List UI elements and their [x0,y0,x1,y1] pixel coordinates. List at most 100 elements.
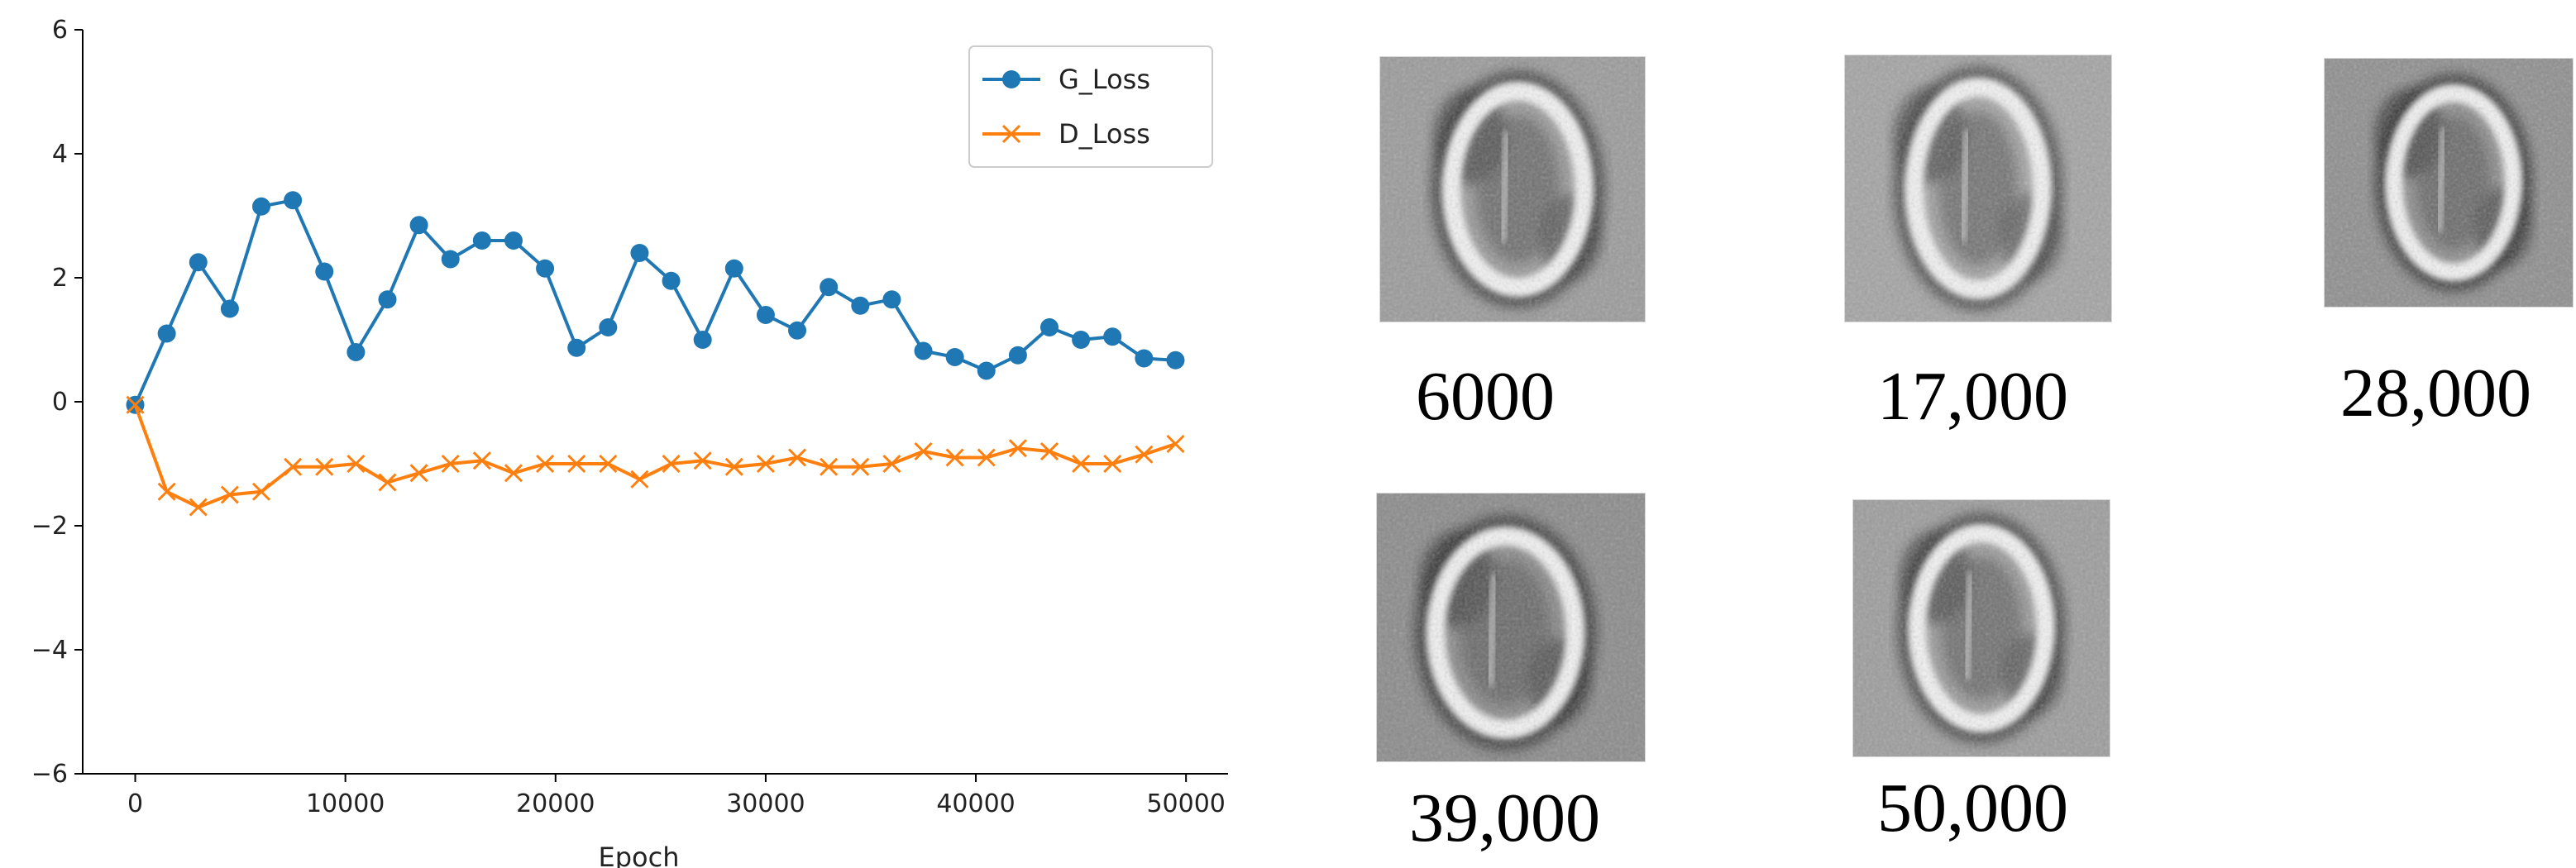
data-point [536,259,555,278]
data-point [662,454,681,474]
data-point [251,482,271,501]
data-point [914,341,933,360]
data-point [504,464,523,483]
sample-image-39000 [1376,493,1646,762]
data-point [788,321,807,340]
data-point [630,470,649,489]
data-point [851,457,870,476]
digit-zero-image [1377,494,1645,761]
data-point [126,395,145,414]
sample-caption-17000: 17,000 [1877,358,2068,435]
series-d-loss [126,395,1185,517]
data-point [1135,349,1154,368]
data-point [787,448,807,467]
data-point [189,498,208,517]
data-point [1166,434,1185,454]
sample-image-50000 [1852,499,2110,757]
digit-zero-image [2325,59,2573,307]
data-point [1135,445,1154,464]
data-point [693,331,712,349]
data-point [977,448,996,467]
data-point [1039,441,1059,461]
y-tick-label: 2 [52,264,68,293]
legend-item: D_Loss [982,118,1150,150]
data-point [1166,351,1185,370]
data-point [567,338,586,357]
data-point [1103,454,1122,474]
x-tick-label: 10000 [306,789,385,818]
y-tick-label: 4 [52,140,68,169]
sample-image-17000 [1844,55,2112,322]
data-point [599,454,618,474]
sample-caption-39000: 39,000 [1409,780,1600,856]
data-point [662,271,681,290]
loss-chart: −6 −4 −2 0 2 4 6 0 10000 20000 30000 40000 50000 Epo… [31,16,1228,868]
data-point [1008,439,1027,458]
data-point [157,482,176,501]
data-point [630,244,649,262]
legend-box [968,45,1213,168]
data-point [284,191,303,210]
data-point [599,318,618,336]
legend-item: G_Loss [982,64,1150,95]
data-point [851,296,870,315]
data-point [882,290,901,309]
series-line [133,198,1176,406]
sample-image-6000 [1379,56,1646,322]
data-point [409,216,428,235]
legend-label: D_Loss [1059,118,1150,150]
data-point [220,485,239,504]
y-tick-label: −4 [31,636,68,665]
series-g-loss [126,191,1185,414]
y-tick-label: −2 [31,512,68,541]
chart-series-layer [126,191,1185,517]
data-point [346,343,366,361]
data-point [1072,454,1091,474]
data-point [472,231,491,250]
data-point [315,262,334,281]
data-point [1008,346,1027,365]
data-point [567,454,586,474]
data-point [220,299,239,318]
data-point [378,473,397,492]
data-point [914,441,933,461]
data-point [756,306,775,324]
data-point [756,454,775,474]
digit-zero-image [1845,55,2111,322]
x-axis-label: Epoch [599,842,680,868]
data-point [882,454,901,474]
y-tick-label: 6 [52,16,68,45]
data-point [1039,318,1059,336]
data-point [945,348,964,366]
x-tick-label: 40000 [936,789,1015,818]
data-point [409,464,428,483]
chart-legend: G_Loss D_Loss [968,45,1213,168]
data-point [945,448,964,467]
legend-label: G_Loss [1059,64,1150,95]
y-tick-label: −6 [31,760,68,789]
x-tick-label: 50000 [1146,789,1225,818]
data-point [441,250,460,269]
chart-axes: −6 −4 −2 0 2 4 6 0 10000 20000 30000 40000 50000 [31,16,1228,818]
data-point [977,361,996,380]
data-point [157,324,176,343]
series-line [133,404,1177,509]
data-point [536,454,555,474]
data-point [1103,327,1122,346]
x-tick-label: 20000 [516,789,595,818]
x-tick-label: 30000 [726,789,805,818]
sample-caption-28000: 28,000 [2340,355,2531,432]
data-point [1072,331,1091,349]
data-point [472,451,491,470]
y-tick-label: 0 [52,388,68,417]
sample-image-28000 [2324,58,2574,308]
data-point [441,454,460,474]
digit-zero-image [1380,57,1645,322]
data-point [724,457,743,476]
data-point [252,197,271,216]
data-point [724,259,743,278]
data-point [378,290,397,309]
sample-caption-50000: 50,000 [1877,770,2068,847]
data-point [820,278,839,297]
sample-caption-6000: 6000 [1416,358,1555,435]
